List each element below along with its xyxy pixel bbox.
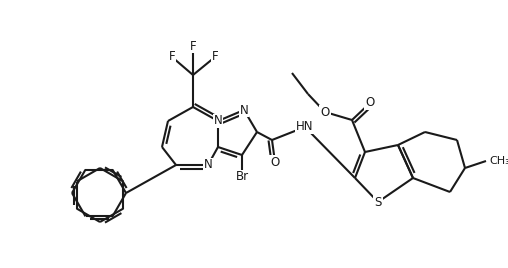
Text: O: O: [321, 106, 330, 118]
Text: CH₃: CH₃: [489, 156, 508, 166]
Text: N: N: [240, 103, 248, 117]
Text: F: F: [212, 50, 218, 64]
Text: HN: HN: [296, 121, 314, 133]
Text: S: S: [374, 195, 382, 209]
Text: N: N: [214, 114, 223, 128]
Text: F: F: [169, 50, 175, 64]
Text: O: O: [270, 155, 279, 169]
Text: F: F: [189, 39, 196, 53]
Text: N: N: [204, 158, 212, 172]
Text: Br: Br: [235, 170, 248, 184]
Text: O: O: [365, 96, 374, 110]
